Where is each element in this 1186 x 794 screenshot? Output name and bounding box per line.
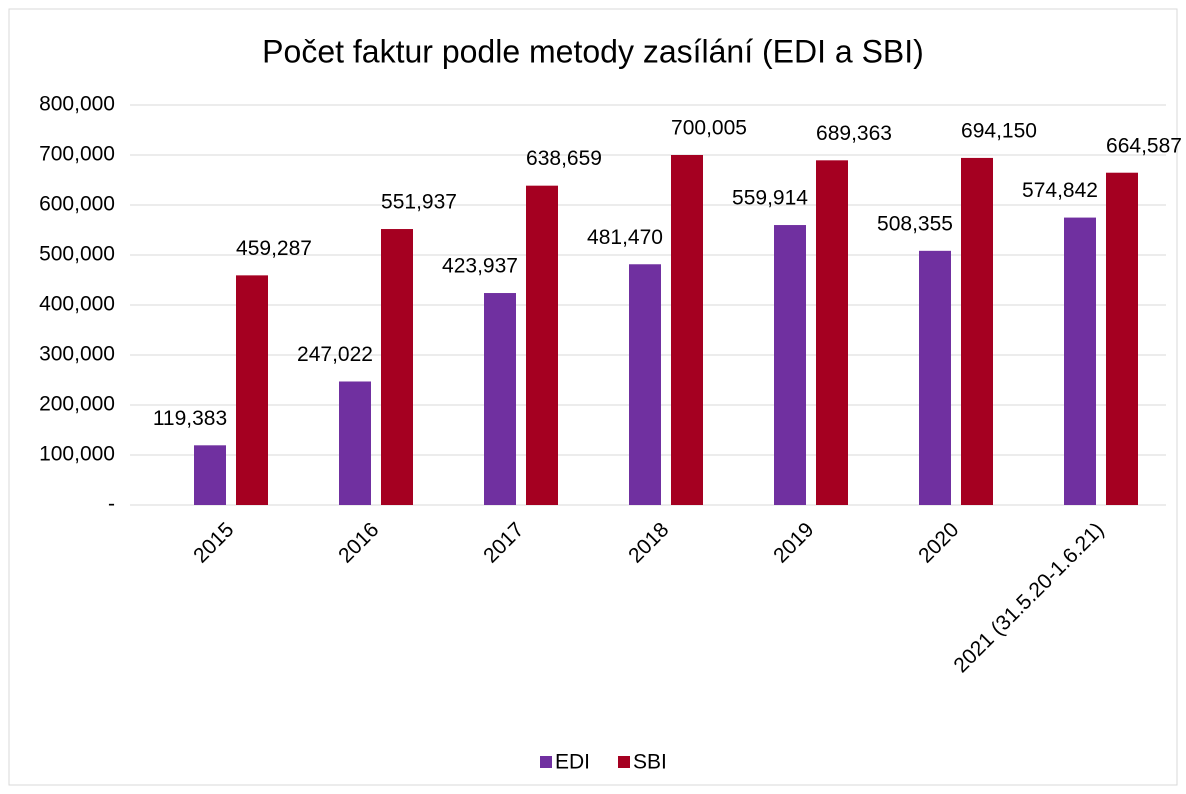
y-tick-label: 600,000 [39,193,115,216]
bar [526,185,558,505]
bar [194,445,226,505]
bar [484,293,516,505]
bar [236,275,268,505]
y-tick-label: 300,000 [39,343,115,366]
y-tick-label: 100,000 [39,443,115,466]
bar [629,264,661,505]
y-tick-label: 800,000 [39,93,115,116]
data-label: 119,383 [153,407,227,430]
y-tick-label: 700,000 [39,143,115,166]
bar [816,160,848,506]
bar [774,225,806,505]
data-label: 481,470 [587,226,663,249]
data-label: 459,287 [236,237,312,260]
data-label: 574,842 [1022,179,1098,202]
legend-swatch [540,756,552,768]
data-label: 508,355 [877,212,953,235]
y-tick-label: 400,000 [39,293,115,316]
legend-label: EDI [555,751,590,774]
data-label: 423,937 [442,255,518,278]
bar [1106,172,1138,506]
data-label: 638,659 [526,147,602,170]
data-label: 559,914 [732,187,808,210]
bar [961,157,993,506]
bar [381,229,413,505]
bar [339,381,371,505]
data-label: 689,363 [816,122,892,145]
bar [919,250,951,505]
data-label: 694,150 [961,119,1037,142]
y-tick-label: 200,000 [39,393,115,416]
y-tick-label: 500,000 [39,243,115,266]
data-label: 700,005 [671,117,747,140]
legend-label: SBI [633,751,667,774]
data-label: 247,022 [297,343,373,366]
data-label: 664,587 [1106,134,1182,157]
y-tick-label: - [108,493,115,516]
data-label: 551,937 [381,191,457,214]
bar [671,154,703,505]
bar [1064,217,1096,506]
legend-swatch [618,756,630,768]
chart-title: Počet faktur podle metody zasílání (EDI … [262,33,924,69]
